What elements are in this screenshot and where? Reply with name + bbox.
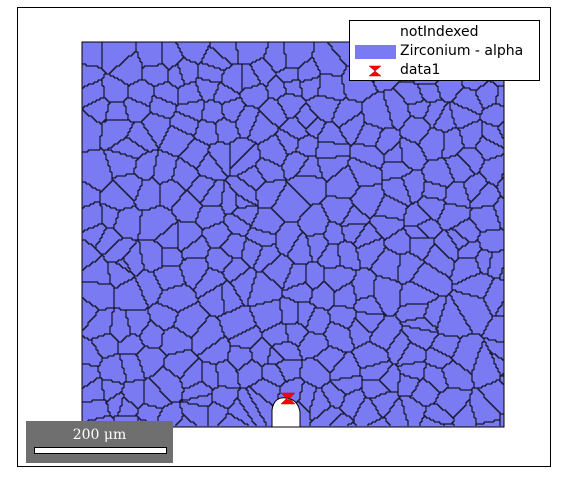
scale-bar: 200 μm xyxy=(26,421,173,463)
legend-swatch-not-indexed xyxy=(355,26,396,40)
grain-boundaries xyxy=(82,42,504,426)
scale-bar-line xyxy=(34,447,167,454)
legend-label-not-indexed: notIndexed xyxy=(400,24,479,40)
data1-marker xyxy=(280,392,296,405)
legend: notIndexed Zirconium - alpha data1 xyxy=(349,20,540,81)
legend-item-not-indexed: notIndexed xyxy=(350,23,539,43)
legend-swatch-zirconium-alpha xyxy=(355,45,396,59)
legend-item-zirconium-alpha: Zirconium - alpha xyxy=(350,42,539,62)
legend-item-data1: data1 xyxy=(350,61,539,81)
legend-label-zirconium-alpha: Zirconium - alpha xyxy=(400,43,524,59)
legend-label-data1: data1 xyxy=(400,62,441,78)
grain-boundary-lines xyxy=(82,42,504,426)
scale-bar-label: 200 μm xyxy=(72,427,127,443)
legend-marker-icon xyxy=(368,65,382,77)
phase-map-area xyxy=(81,41,505,428)
